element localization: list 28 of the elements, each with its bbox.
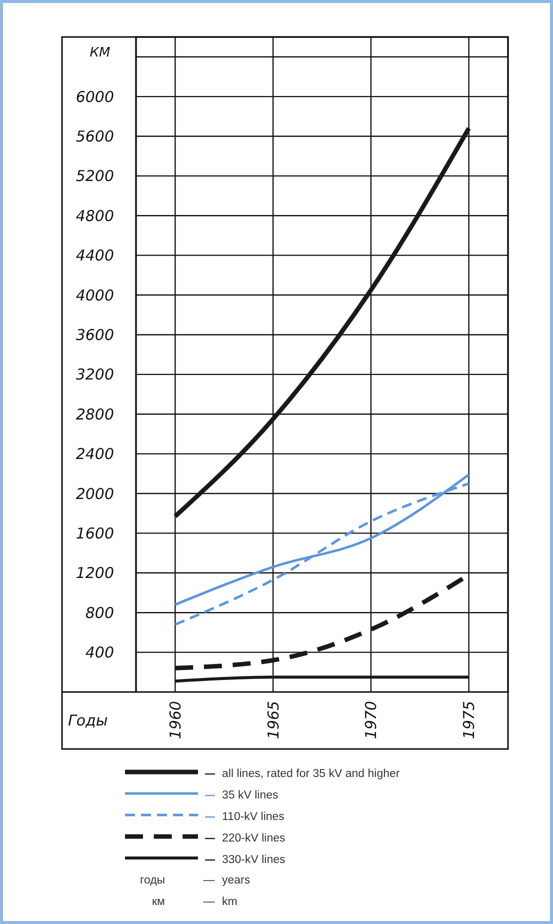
y-tick-label: 3600 — [76, 326, 114, 344]
legend-label: 330-kV lines — [222, 854, 286, 866]
y-tick-label: 800 — [85, 604, 114, 622]
legend-label: 220-kV lines — [222, 832, 286, 845]
y-tick-label: 2400 — [76, 445, 114, 464]
y-tick-label: 3200 — [76, 366, 114, 384]
y-tick-label: 5600 — [76, 127, 114, 146]
y-tick-label: 4400 — [76, 246, 114, 265]
text: годы — years — [140, 874, 250, 887]
y-tick-label: 4800 — [76, 206, 114, 225]
y-tick-label: 6000 — [76, 88, 114, 106]
y-axis-title: КМ — [90, 46, 110, 61]
legend-label: 110-kV lines — [222, 811, 285, 824]
text: км — km — [152, 896, 238, 908]
x-tick-label: 1960 — [166, 700, 184, 740]
y-tick-label: 2000 — [76, 484, 114, 503]
x-tick-label: 1970 — [362, 700, 380, 740]
legend-label: 35 kV lines — [222, 790, 279, 802]
x-tick-label: 1965 — [264, 700, 282, 740]
y-tick-label: 2800 — [76, 405, 114, 424]
legend-label: all lines, rated for 35 kV and higher — [222, 768, 400, 780]
y-tick-label: 4000 — [76, 286, 114, 304]
y-tick-label: 1600 — [76, 524, 114, 542]
y-tick-label: 400 — [85, 644, 114, 662]
x-tick-label: 1975 — [460, 700, 478, 740]
x-axis-title: Годы — [68, 711, 108, 730]
y-tick-label: 5200 — [76, 167, 114, 186]
y-tick-label: 1200 — [76, 564, 114, 582]
